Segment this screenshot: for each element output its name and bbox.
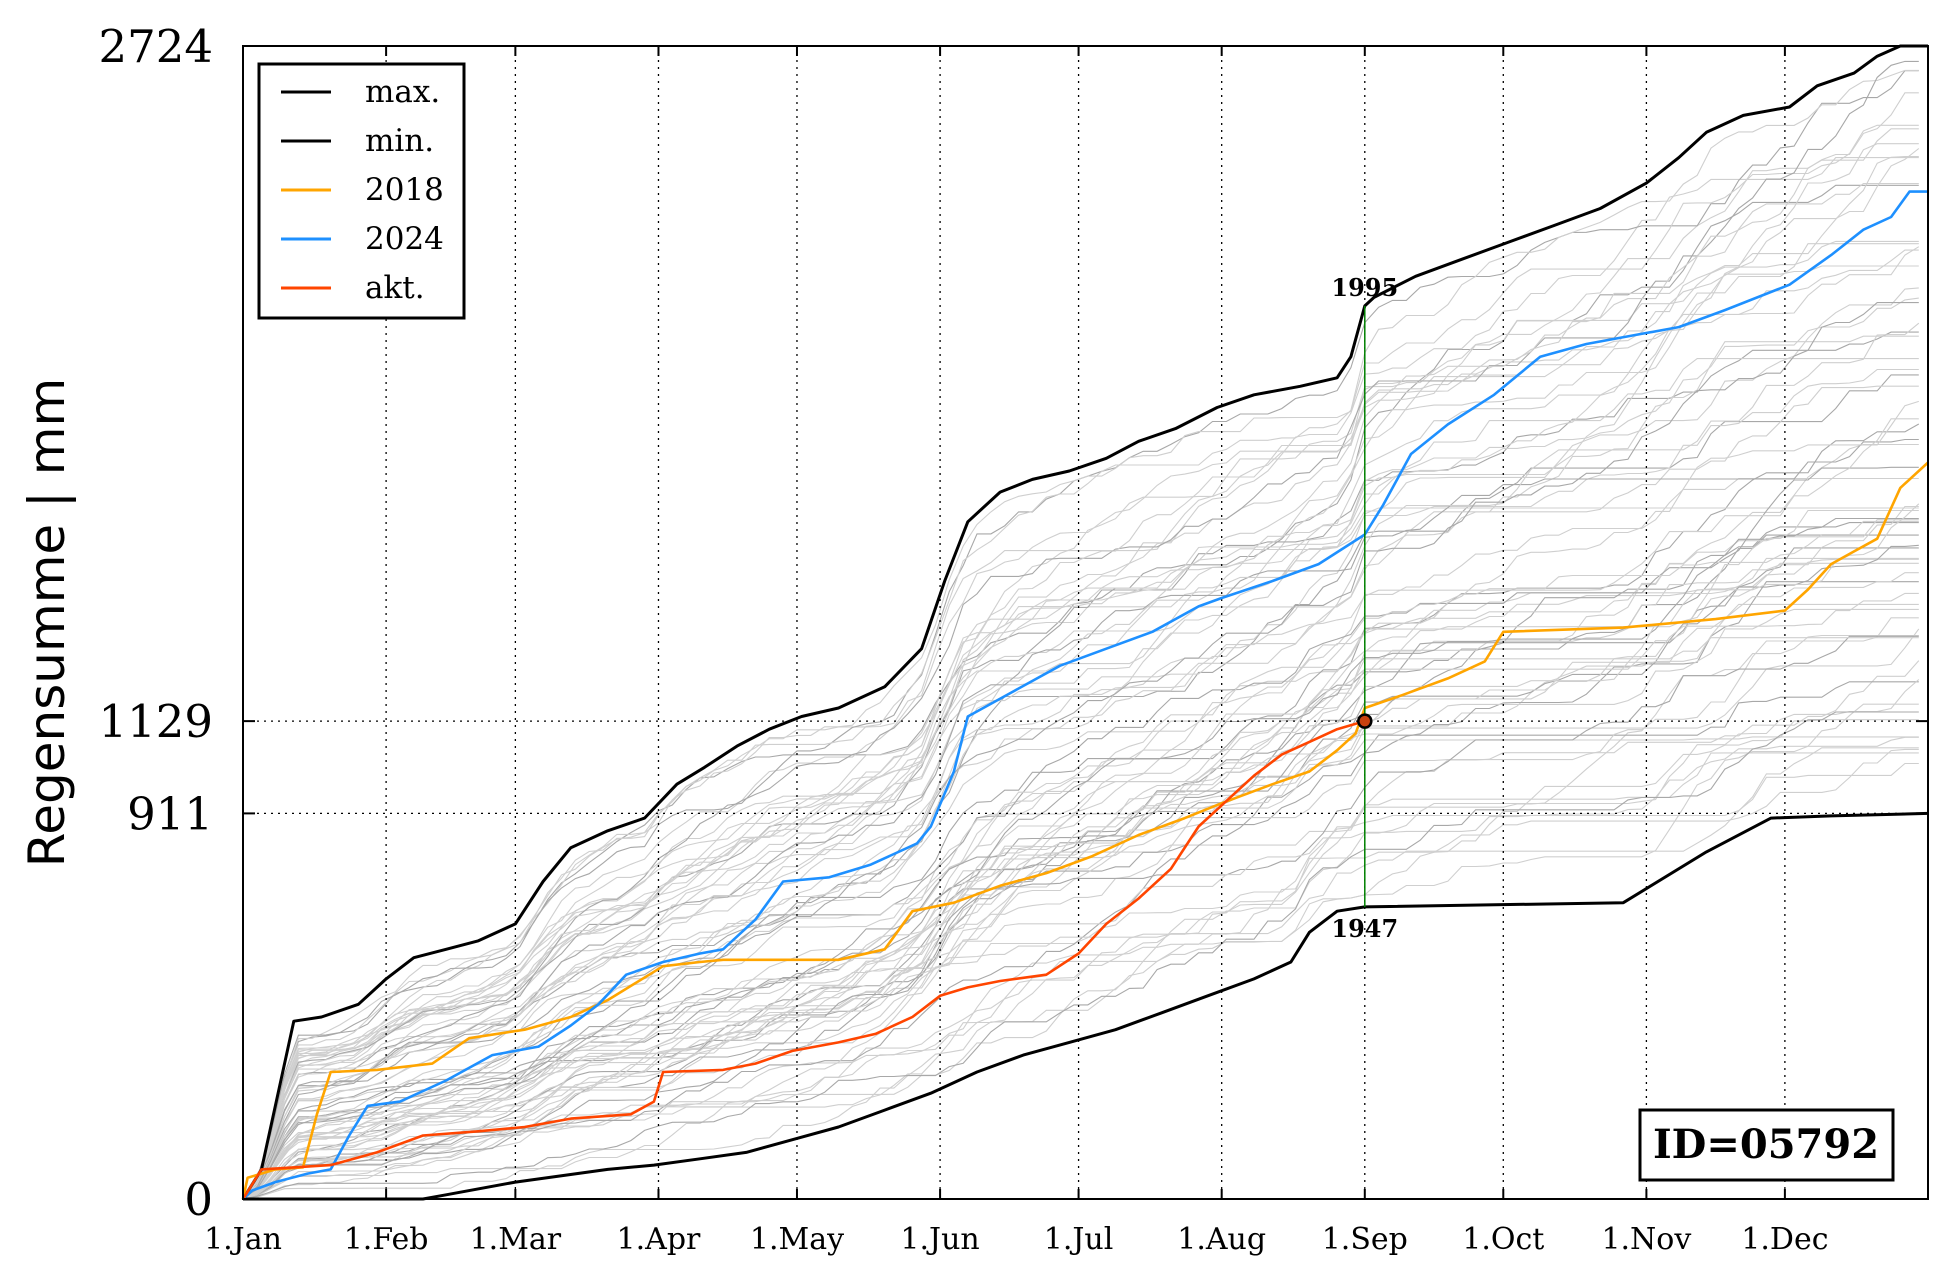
x-tick-label: 1.Mar xyxy=(470,1222,562,1257)
historical-year-line xyxy=(242,679,1920,1200)
historical-year-line xyxy=(242,719,1919,1200)
historical-year-line xyxy=(242,156,1919,1200)
station-id-box: ID=05792 xyxy=(1638,1108,1895,1182)
historical-year-line xyxy=(242,466,1919,1200)
historical-year-line xyxy=(242,240,1919,1200)
historical-year-line xyxy=(242,297,1919,1200)
historical-year-line xyxy=(242,143,1919,1200)
x-tick-label: 1.Dec xyxy=(1741,1222,1828,1257)
x-tick-label: 1.Apr xyxy=(617,1222,701,1257)
plot-frame xyxy=(242,45,1929,1200)
historical-year-line xyxy=(242,331,1919,1200)
historical-year-line xyxy=(242,635,1919,1200)
x-tick-label: 1.May xyxy=(750,1222,844,1257)
historical-year-line xyxy=(242,503,1920,1200)
legend-label: akt. xyxy=(365,270,425,306)
x-tick-label: 1.Oct xyxy=(1462,1222,1544,1257)
historical-year-line xyxy=(242,443,1919,1200)
historical-year-line xyxy=(242,335,1919,1200)
historical-year-line xyxy=(242,603,1919,1200)
historical-year-line xyxy=(242,517,1919,1200)
historical-year-line xyxy=(242,736,1919,1200)
x-tick-label: 1.Jan xyxy=(204,1222,282,1257)
historical-year-line xyxy=(242,681,1919,1200)
historical-year-line xyxy=(242,246,1920,1200)
historical-year-line xyxy=(242,322,1920,1200)
annotations: 1995 1947 xyxy=(1331,273,1398,943)
historical-year-line xyxy=(242,418,1919,1200)
y-tick-label: 911 xyxy=(127,787,213,840)
legend-label: 2024 xyxy=(365,221,444,257)
annotation-label: 1995 xyxy=(1331,273,1398,302)
historical-year-line xyxy=(242,509,1919,1200)
historical-year-line xyxy=(242,265,1919,1200)
historical-year-line xyxy=(242,243,1919,1200)
x-tick-label: 1.Nov xyxy=(1601,1222,1691,1257)
x-tick-label: 1.Jun xyxy=(900,1222,979,1257)
legend: max. min. 2018 2024 akt. xyxy=(257,62,466,320)
series-line xyxy=(243,811,1929,1201)
station-id-label: ID=05792 xyxy=(1653,1121,1879,1168)
historical-year-line xyxy=(242,703,1919,1200)
historical-years-lines xyxy=(242,60,1920,1200)
historical-year-line xyxy=(242,182,1919,1200)
historical-year-line xyxy=(242,128,1919,1200)
legend-label: min. xyxy=(365,123,434,159)
series-line xyxy=(241,719,1366,1200)
historical-year-line xyxy=(242,507,1919,1200)
x-tick-label: 1.Jul xyxy=(1044,1222,1114,1257)
series-line xyxy=(242,190,1928,1200)
y-axis-label: Regensumme | mm xyxy=(18,378,76,867)
x-tick-label: 1.Feb xyxy=(344,1222,429,1257)
historical-year-line xyxy=(242,748,1919,1200)
legend-label: max. xyxy=(365,74,440,110)
series-lines xyxy=(241,44,1929,1201)
historical-year-line xyxy=(242,124,1919,1200)
historical-year-line xyxy=(242,608,1919,1200)
y-tick-label: 1129 xyxy=(98,695,213,748)
historical-year-line xyxy=(242,400,1919,1200)
grid-lines xyxy=(243,46,1928,1199)
historical-year-line xyxy=(242,617,1919,1200)
historical-year-line xyxy=(242,572,1919,1200)
x-tick-label: 1.Sep xyxy=(1322,1222,1408,1257)
y-tick-label: 2724 xyxy=(98,20,213,73)
historical-year-line xyxy=(242,637,1919,1200)
y-tick-label: 0 xyxy=(184,1173,213,1226)
historical-year-line xyxy=(242,358,1919,1200)
x-tick-label: 1.Aug xyxy=(1177,1222,1266,1257)
axis-ticks: 1.Jan 1.Feb 1.Mar 1.Apr 1.May 1.Jun 1.Jul 1.Aug… xyxy=(98,20,1928,1257)
historical-year-line xyxy=(242,752,1919,1200)
historical-year-line xyxy=(242,69,1919,1200)
historical-year-line xyxy=(242,438,1919,1200)
annotation-label: 1947 xyxy=(1331,914,1398,943)
series-line xyxy=(241,44,1928,1200)
historical-year-line xyxy=(242,747,1919,1200)
series-line xyxy=(241,461,1929,1200)
historical-year-line xyxy=(242,547,1919,1200)
historical-year-line xyxy=(242,60,1919,1200)
legend-label: 2018 xyxy=(365,172,444,208)
current-value-marker xyxy=(1357,713,1373,729)
historical-year-line xyxy=(242,711,1919,1200)
station-id-frame xyxy=(1638,1108,1895,1182)
historical-year-line xyxy=(242,368,1919,1200)
